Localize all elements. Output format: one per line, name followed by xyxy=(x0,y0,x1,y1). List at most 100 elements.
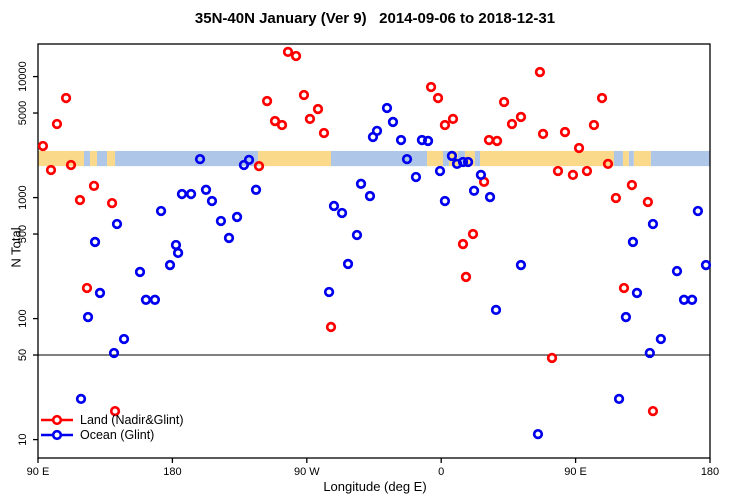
y-tick-label: 10 xyxy=(17,433,29,445)
ocean-point xyxy=(367,131,379,143)
ocean-point xyxy=(215,215,227,227)
ocean-point xyxy=(434,165,446,177)
land-point xyxy=(567,169,579,181)
map-band-segment-ocean xyxy=(628,150,634,167)
land-point xyxy=(546,352,558,364)
ocean-point xyxy=(475,169,487,181)
ocean-point xyxy=(387,116,399,128)
x-tick-label: 90 E xyxy=(27,466,50,478)
land-point xyxy=(439,119,451,131)
ocean-point xyxy=(231,211,243,223)
map-band-segment-ocean xyxy=(442,150,449,167)
ocean-point xyxy=(134,266,146,278)
ocean-point xyxy=(89,236,101,248)
land-point xyxy=(642,196,654,208)
ocean-point xyxy=(170,239,182,251)
legend-label-land: Land (Nadir&Glint) xyxy=(80,412,184,427)
ocean-point xyxy=(620,311,632,323)
land-point xyxy=(81,282,93,294)
ocean-point xyxy=(243,154,255,166)
legend-item-ocean: Ocean (Glint) xyxy=(40,427,184,442)
land-point xyxy=(304,113,316,125)
land-point xyxy=(51,118,63,130)
ocean-point xyxy=(328,200,340,212)
ocean-point xyxy=(223,232,235,244)
ocean-point xyxy=(108,347,120,359)
map-band-segment-ocean xyxy=(83,150,90,167)
ocean-point xyxy=(149,294,161,305)
x-axis-title: Longitude (deg E) xyxy=(323,479,427,494)
map-band-segment-land xyxy=(622,150,629,167)
ocean-point xyxy=(200,184,212,195)
ocean-point xyxy=(462,156,474,168)
land-point xyxy=(325,321,337,333)
ocean-point xyxy=(457,156,469,168)
land-point xyxy=(559,126,571,138)
plot-box xyxy=(37,43,711,459)
land-point xyxy=(318,127,330,139)
land-point xyxy=(534,66,546,78)
ocean-point xyxy=(613,393,625,405)
ocean-point xyxy=(410,171,422,183)
y-axis-title: N Total xyxy=(8,227,24,268)
land-point xyxy=(88,180,100,192)
land-point xyxy=(498,96,510,108)
land-point xyxy=(60,92,72,104)
map-band-segment-ocean xyxy=(650,150,710,167)
ocean-point xyxy=(172,247,184,259)
land-point xyxy=(647,405,659,417)
land-point xyxy=(432,92,444,104)
ocean-point xyxy=(140,294,152,305)
ocean-point xyxy=(323,286,335,298)
map-band-segment-land xyxy=(480,150,614,167)
land-point xyxy=(447,113,459,125)
legend-label-ocean: Ocean (Glint) xyxy=(80,427,155,442)
ocean-point xyxy=(364,190,376,202)
map-band-segment-land xyxy=(427,150,443,167)
ocean-point xyxy=(644,347,655,359)
land-point xyxy=(467,228,479,240)
land-point xyxy=(596,92,608,104)
map-band-segment-ocean xyxy=(474,150,481,167)
ocean-point xyxy=(627,236,639,248)
ocean-point xyxy=(401,153,413,165)
ocean-point xyxy=(700,259,712,271)
ocean-point xyxy=(422,135,434,147)
land-point xyxy=(457,238,469,250)
land-point xyxy=(45,164,57,176)
land-point xyxy=(537,128,549,140)
map-band-segment-ocean xyxy=(613,150,623,167)
land-point xyxy=(506,118,518,130)
ocean-point xyxy=(75,393,87,405)
land-point xyxy=(282,46,294,58)
ocean-point xyxy=(692,205,704,217)
legend-item-land: Land (Nadir&Glint) xyxy=(40,412,184,427)
ocean-point xyxy=(336,207,348,219)
land-point xyxy=(491,135,503,147)
land-point xyxy=(515,111,527,123)
y-tick-label: 10000 xyxy=(17,61,29,92)
x-tick-label: 180 xyxy=(163,466,181,478)
ocean-point xyxy=(395,134,407,146)
ocean-point xyxy=(468,185,480,196)
ocean-point xyxy=(416,134,428,146)
land-point xyxy=(74,194,86,206)
ocean-point xyxy=(686,294,698,305)
land-point xyxy=(312,103,324,115)
ocean-point xyxy=(155,205,167,217)
chart-title: 35N-40N January (Ver 9) 2014-09-06 to 20… xyxy=(194,10,556,27)
ocean-point xyxy=(446,150,458,162)
ocean-point xyxy=(678,294,690,305)
y-tick-label: 500 xyxy=(17,225,29,243)
map-band-segment-land xyxy=(38,150,84,167)
ocean-point xyxy=(351,229,363,241)
land-point xyxy=(109,405,121,417)
x-tick-label: 180 xyxy=(701,466,719,478)
map-band-segment-ocean xyxy=(330,150,428,167)
ocean-point xyxy=(439,195,451,207)
land-point xyxy=(290,50,302,62)
x-tick-label: 90 E xyxy=(564,466,587,478)
ocean-point xyxy=(206,195,218,207)
